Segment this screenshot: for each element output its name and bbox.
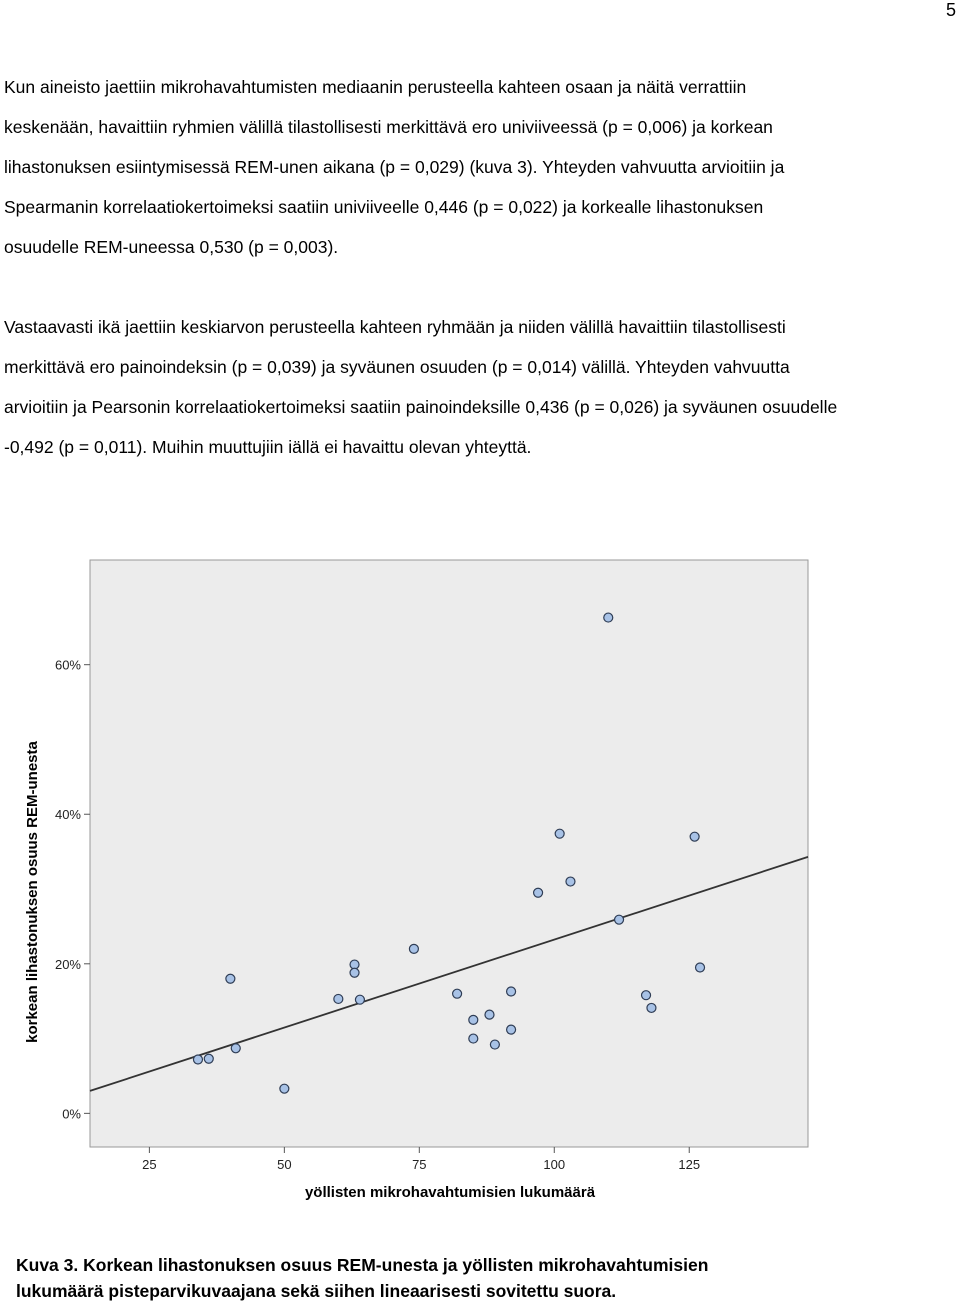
paragraph-line: merkittävä ero painoindeksin (p = 0,039)… xyxy=(4,357,790,377)
data-point xyxy=(279,1083,290,1094)
y-tick-label: 0% xyxy=(62,1106,81,1121)
plot-area xyxy=(89,559,809,1148)
x-axis-label: yöllisten mikrohavahtumisien lukumäärä xyxy=(305,1184,596,1201)
data-point xyxy=(603,612,614,623)
data-point xyxy=(349,967,360,978)
data-point xyxy=(640,990,652,1001)
data-point xyxy=(532,887,544,898)
caption-line: lukumäärä pisteparvikuvaajana sekä siihe… xyxy=(16,1281,617,1301)
data-point xyxy=(408,943,420,954)
y-tick-label: 20% xyxy=(55,957,81,972)
x-tick-label: 125 xyxy=(678,1157,700,1172)
data-point xyxy=(354,994,366,1005)
data-point xyxy=(505,1024,517,1035)
scatter-chart: 0% 20% 40% 60% 25 50 75 100 125 korkean lihasto… xyxy=(24,559,809,1201)
data-point xyxy=(554,828,565,839)
paragraph-line: -0,492 (p = 0,011). Muihin muuttujiin iä… xyxy=(4,437,532,457)
data-point xyxy=(225,973,236,984)
caption-line: Kuva 3. Korkean lihastonuksen osuus REM-… xyxy=(16,1255,709,1275)
paragraph-line: lihastonuksen esiintymisessä REM-unen ai… xyxy=(4,157,785,177)
paragraph-line: Spearmanin korrelaatiokertoimeksi saatii… xyxy=(4,197,764,217)
paragraph-line: Vastaavasti ikä jaettiin keskiarvon peru… xyxy=(4,317,786,337)
paragraph-line: Kun aineisto jaettiin mikrohavahtumisten… xyxy=(4,77,747,97)
data-point xyxy=(468,1033,479,1044)
data-point xyxy=(489,1039,500,1050)
data-point xyxy=(505,986,517,997)
x-tick-label: 75 xyxy=(412,1157,426,1172)
x-tick-label: 25 xyxy=(142,1157,156,1172)
paragraph-line: osuudelle REM-uneessa 0,530 (p = 0,003). xyxy=(4,237,339,257)
paragraph-2: Vastaavasti ikä jaettiin keskiarvon peru… xyxy=(4,307,958,467)
data-point xyxy=(192,1054,204,1065)
data-point xyxy=(451,988,463,999)
data-point xyxy=(333,993,344,1005)
data-point xyxy=(613,914,625,925)
data-point xyxy=(468,1014,479,1025)
data-point xyxy=(565,876,576,887)
data-point xyxy=(689,831,700,842)
y-tick-label: 60% xyxy=(55,658,81,673)
figure-caption: Kuva 3. Korkean lihastonuksen osuus REM-… xyxy=(16,1252,708,1304)
x-tick-label: 50 xyxy=(277,1157,291,1172)
paragraph-1: Kun aineisto jaettiin mikrohavahtumisten… xyxy=(4,67,958,267)
data-point xyxy=(230,1043,241,1054)
page-number: 5 xyxy=(945,0,956,20)
x-tick-label: 100 xyxy=(543,1157,565,1172)
paragraph-line: keskenään, havaittiin ryhmien välillä ti… xyxy=(4,117,773,137)
paragraph-line: arvioitiin ja Pearsonin korrelaatiokerto… xyxy=(4,397,838,417)
y-tick-label: 40% xyxy=(55,807,81,822)
data-point xyxy=(646,1002,657,1014)
data-point xyxy=(694,962,706,973)
fit-line xyxy=(89,856,809,1092)
data-point xyxy=(484,1009,495,1020)
y-axis-label: korkean lihastonuksen osuus REM-unesta xyxy=(24,740,41,1042)
data-point xyxy=(203,1053,214,1064)
